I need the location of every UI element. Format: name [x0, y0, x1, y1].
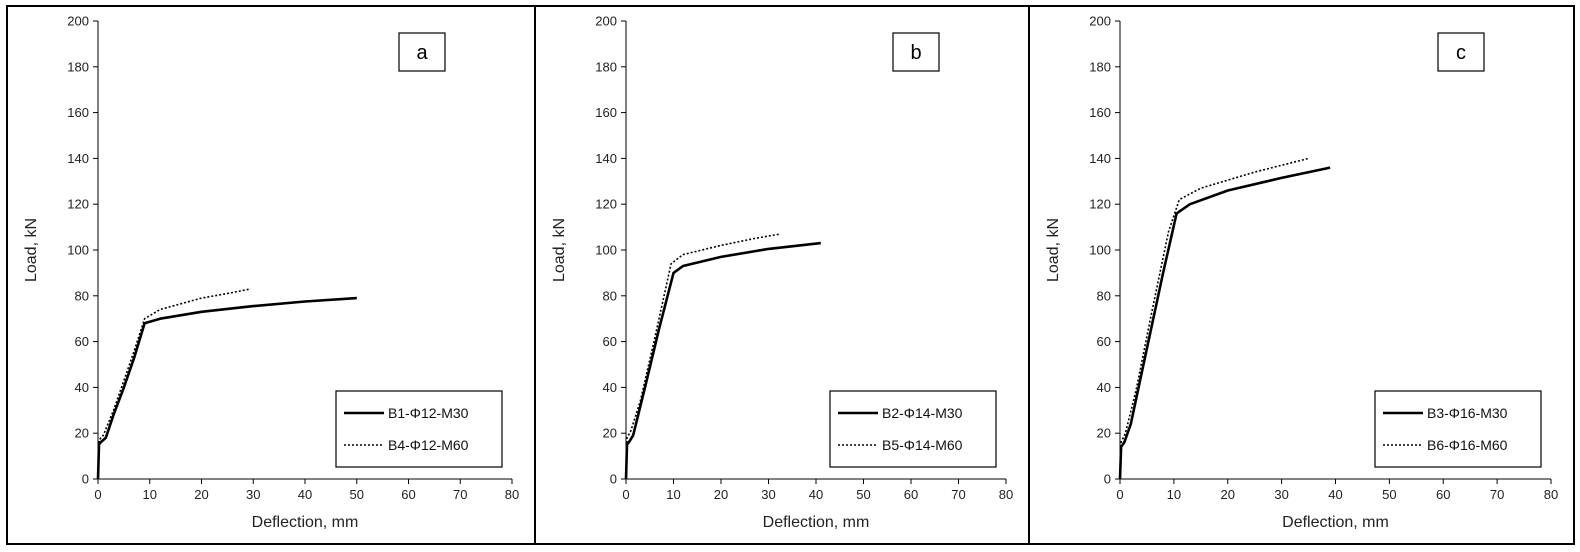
- y-tick-label: 80: [1097, 288, 1111, 303]
- y-tick-label: 120: [67, 197, 89, 212]
- x-tick-label: 70: [453, 487, 467, 502]
- y-tick-label: 20: [603, 426, 617, 441]
- y-tick-label: 100: [595, 243, 617, 258]
- y-tick-label: 60: [1097, 334, 1111, 349]
- y-tick-label: 80: [75, 288, 89, 303]
- chart-svg-b: 0 20 40 60 80 100 120 140 160 180 200 0 10 20 30 40 50 60…: [551, 14, 1013, 532]
- y-tick-label: 60: [603, 334, 617, 349]
- legend-label: B6-Φ16-M60: [1427, 437, 1508, 453]
- panel-label: c: [1456, 42, 1466, 64]
- panel-label-box: [1437, 32, 1485, 72]
- x-tick-label: 70: [1490, 487, 1504, 502]
- panel-label-box: [892, 32, 940, 72]
- y-axis-title: Load, kN: [23, 218, 40, 282]
- y-tick-label: 180: [67, 59, 89, 74]
- chart-panel-b: 0 20 40 60 80 100 120 140 160 180 200 0 10 20 30 40 50 60…: [534, 5, 1030, 545]
- legend-box: [335, 390, 503, 468]
- x-tick-label: 50: [1382, 487, 1396, 502]
- y-tick-label: 120: [1089, 197, 1111, 212]
- x-tick-label: 20: [714, 487, 728, 502]
- x-tick-label: 0: [622, 487, 629, 502]
- series-line-1: [624, 241, 821, 480]
- legend-label: B1-Φ12-M30: [388, 405, 469, 421]
- y-tick-label: 40: [1097, 380, 1111, 395]
- y-tick-label: 200: [595, 14, 617, 29]
- y-tick-label: 160: [1089, 105, 1111, 120]
- y-tick-label: 180: [1089, 59, 1111, 74]
- y-tick-label: 140: [1089, 151, 1111, 166]
- x-tick-label: 80: [1544, 487, 1558, 502]
- x-tick-label: 70: [951, 487, 965, 502]
- x-tick-label: 30: [761, 487, 775, 502]
- legend-label: B5-Φ14-M60: [882, 437, 963, 453]
- y-tick-label: 180: [595, 59, 617, 74]
- y-tick-label: 0: [82, 472, 89, 487]
- x-tick-label: 30: [246, 487, 260, 502]
- x-tick-label: 40: [298, 487, 312, 502]
- series-line-2: [1119, 157, 1309, 480]
- y-tick-label: 100: [67, 243, 89, 258]
- panel-label: a: [416, 42, 428, 64]
- x-axis-title: Deflection, mm: [1282, 514, 1389, 531]
- y-tick-label: 40: [603, 380, 617, 395]
- legend-label: B3-Φ16-M30: [1427, 405, 1508, 421]
- y-tick-label: 140: [67, 151, 89, 166]
- series-line-2: [625, 233, 781, 480]
- y-axis-title: Load, kN: [1045, 218, 1062, 282]
- x-tick-label: 60: [401, 487, 415, 502]
- y-tick-label: 60: [75, 334, 89, 349]
- x-tick-label: 10: [666, 487, 680, 502]
- x-tick-label: 50: [856, 487, 870, 502]
- series-line-1: [96, 296, 357, 480]
- x-tick-label: 60: [904, 487, 918, 502]
- x-tick-label: 10: [143, 487, 157, 502]
- x-axis-title: Deflection, mm: [763, 514, 870, 531]
- y-tick-label: 80: [603, 288, 617, 303]
- y-tick-label: 0: [1104, 472, 1111, 487]
- x-tick-label: 0: [1116, 487, 1123, 502]
- y-tick-label: 200: [67, 14, 89, 29]
- x-tick-label: 40: [1328, 487, 1342, 502]
- y-axis-title: Load, kN: [551, 218, 568, 282]
- series-line-1: [1118, 166, 1331, 480]
- x-tick-label: 50: [350, 487, 364, 502]
- legend-box: [1374, 390, 1542, 468]
- chart-panel-c: 0 20 40 60 80 100 120 140 160 180 200 0 10 20 30 40 50 60…: [1028, 5, 1575, 545]
- y-tick-label: 120: [595, 197, 617, 212]
- y-tick-label: 0: [610, 472, 617, 487]
- y-tick-label: 160: [67, 105, 89, 120]
- y-tick-label: 160: [595, 105, 617, 120]
- x-tick-label: 80: [999, 487, 1013, 502]
- y-tick-label: 20: [75, 426, 89, 441]
- y-tick-label: 140: [595, 151, 617, 166]
- y-tick-label: 40: [75, 380, 89, 395]
- x-tick-label: 20: [194, 487, 208, 502]
- x-tick-label: 80: [505, 487, 519, 502]
- x-tick-label: 30: [1274, 487, 1288, 502]
- chart-svg-a: 0 20 40 60 80 100 120 140 160 180 200 0 10 20 30 40 50 60…: [23, 14, 519, 532]
- x-tick-label: 20: [1221, 487, 1235, 502]
- x-axis-title: Deflection, mm: [252, 514, 359, 531]
- panel-label: b: [910, 42, 921, 64]
- x-tick-label: 40: [809, 487, 823, 502]
- chart-panel-a: 0 20 40 60 80 100 120 140 160 180 200 0 10 20 30 40 50 60…: [6, 5, 536, 545]
- legend-label: B2-Φ14-M30: [882, 405, 963, 421]
- legend-box: [829, 390, 997, 468]
- legend-label: B4-Φ12-M60: [388, 437, 469, 453]
- x-tick-label: 60: [1436, 487, 1450, 502]
- x-tick-label: 0: [94, 487, 101, 502]
- y-tick-label: 20: [1097, 426, 1111, 441]
- x-tick-label: 10: [1167, 487, 1181, 502]
- chart-svg-c: 0 20 40 60 80 100 120 140 160 180 200 0 10 20 30 40 50 60…: [1045, 14, 1558, 532]
- panel-label-box: [398, 32, 446, 72]
- y-tick-label: 100: [1089, 243, 1111, 258]
- y-tick-label: 200: [1089, 14, 1111, 29]
